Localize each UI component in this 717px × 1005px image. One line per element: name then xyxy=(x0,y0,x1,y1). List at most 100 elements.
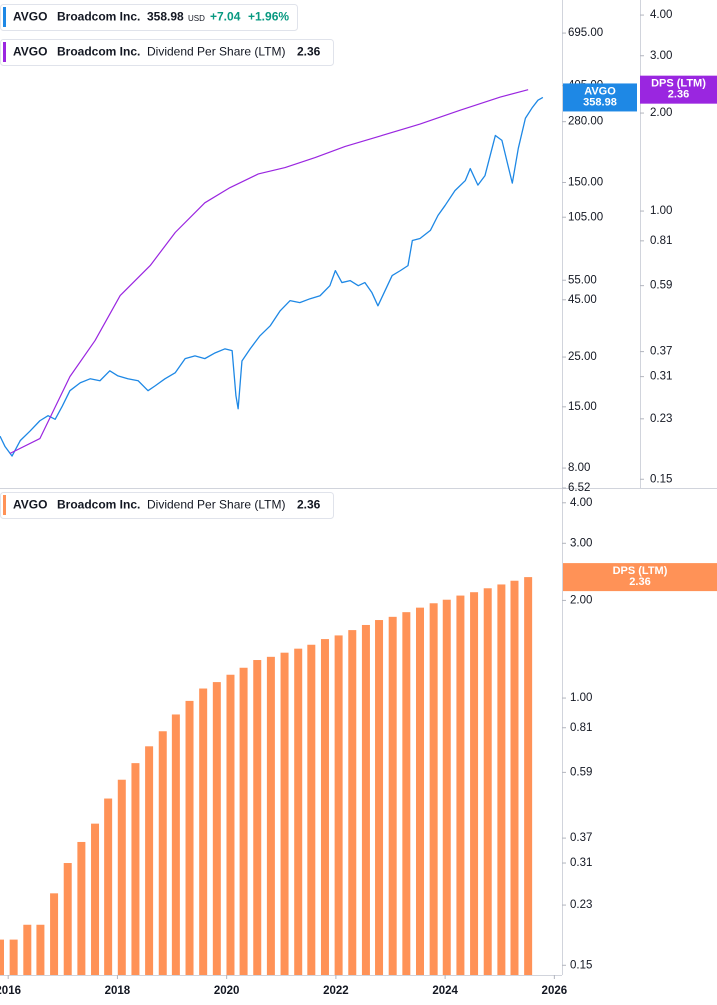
legend-description: Broadcom Inc. xyxy=(57,45,140,59)
legend-symbol: AVGO xyxy=(13,45,47,59)
price-tag xyxy=(563,563,717,592)
y-tick-label: 8.00 xyxy=(568,462,590,474)
bar xyxy=(510,580,519,975)
bar xyxy=(185,700,194,975)
y-tick-label: 4.00 xyxy=(570,497,592,509)
bar xyxy=(402,612,411,975)
y-tick-label: 0.59 xyxy=(570,766,592,778)
bar xyxy=(226,674,235,975)
bar xyxy=(131,763,140,975)
bar xyxy=(470,592,479,975)
y-tick-label: 0.23 xyxy=(650,413,672,425)
legend-swatch xyxy=(3,495,6,515)
legend-last: 2.36 xyxy=(297,498,321,512)
legend-price: AVGO Broadcom Inc. 358.98 USD +7.04 +1.9… xyxy=(0,4,298,31)
price-tag-label: DPS (LTM) xyxy=(613,565,668,577)
x-tick-label: 2016 xyxy=(0,985,21,997)
legend-box xyxy=(0,492,334,519)
y-tick-label: 0.15 xyxy=(650,473,672,485)
bar xyxy=(9,939,18,975)
y-tick-label: 0.59 xyxy=(650,280,672,292)
y-tick-label: 0.37 xyxy=(650,346,672,358)
dividend-pane xyxy=(0,577,533,975)
bar xyxy=(158,731,167,975)
bar xyxy=(415,607,424,975)
legend-name: Dividend Per Share (LTM) xyxy=(147,498,286,512)
bar xyxy=(253,660,262,975)
bar xyxy=(36,924,45,975)
legend-change: +7.04 xyxy=(210,10,241,24)
y-tick-label: 0.31 xyxy=(570,857,592,869)
legend-swatch xyxy=(3,42,6,62)
bar xyxy=(388,616,397,975)
x-tick-label: 2026 xyxy=(542,985,568,997)
y-tick-label: 2.00 xyxy=(570,594,592,606)
price-tag-label: 358.98 xyxy=(583,96,617,108)
y-tick-label: 4.00 xyxy=(650,9,672,21)
price-tag-label: DPS (LTM) xyxy=(651,78,706,90)
y-tick-label: 150.00 xyxy=(568,177,603,189)
bar xyxy=(348,630,357,975)
bar xyxy=(63,863,72,975)
bar xyxy=(212,682,221,975)
legend-dps-bars: AVGO Broadcom Inc. Dividend Per Share (L… xyxy=(0,492,334,519)
bar xyxy=(171,714,180,975)
price-tag xyxy=(563,83,637,112)
bar xyxy=(429,603,438,975)
price-tag xyxy=(640,75,717,104)
legend-symbol: AVGO xyxy=(13,10,47,24)
bar xyxy=(361,624,370,975)
y-tick-label: 6.52 xyxy=(568,482,590,494)
y-tick-label: 3.00 xyxy=(570,537,592,549)
legend-symbol: AVGO xyxy=(13,498,47,512)
bar xyxy=(0,939,4,975)
y-tick-label: 0.81 xyxy=(650,235,672,247)
legend-last: 358.98 xyxy=(147,10,184,24)
bar xyxy=(104,798,113,975)
bar xyxy=(239,667,248,975)
legend-swatch xyxy=(3,7,6,27)
legend-box xyxy=(0,4,298,31)
legend-name: Dividend Per Share (LTM) xyxy=(147,45,286,59)
bar xyxy=(375,620,384,975)
y-tick-label: 0.81 xyxy=(570,722,592,734)
y-tick-label: 1.00 xyxy=(570,692,592,704)
bar xyxy=(294,648,303,975)
bar xyxy=(497,584,506,975)
series-line xyxy=(0,96,544,457)
bar xyxy=(77,841,86,975)
y-tick-label: 0.23 xyxy=(570,899,592,911)
bar xyxy=(91,823,100,975)
bar xyxy=(307,644,316,975)
price-pane xyxy=(0,89,544,457)
bar xyxy=(50,893,59,975)
bar xyxy=(320,639,329,975)
legend-last: 2.36 xyxy=(297,45,321,59)
y-tick-label: 15.00 xyxy=(568,401,597,413)
bar xyxy=(456,595,465,975)
price-tag-label: 2.36 xyxy=(668,89,689,101)
legend-box xyxy=(0,39,334,66)
x-tick-label: 2022 xyxy=(323,985,349,997)
x-tick-label: 2018 xyxy=(105,985,131,997)
y-tick-label: 280.00 xyxy=(568,116,603,128)
y-tick-label: 2.00 xyxy=(650,107,672,119)
price-tag-label: 2.36 xyxy=(629,576,650,588)
y-tick-label: 0.31 xyxy=(650,371,672,383)
y-tick-label: 3.00 xyxy=(650,50,672,62)
series-line xyxy=(9,89,529,455)
bar xyxy=(23,924,32,975)
bar xyxy=(334,635,343,975)
y-tick-label: 0.15 xyxy=(570,959,592,971)
y-tick-label: 695.00 xyxy=(568,27,603,39)
bar xyxy=(199,688,208,975)
legend-description: Broadcom Inc. xyxy=(57,10,140,24)
y-tick-label: 0.37 xyxy=(570,832,592,844)
price-tag-label: AVGO xyxy=(584,85,616,97)
y-tick-label: 55.00 xyxy=(568,274,597,286)
bar xyxy=(145,746,154,975)
bar xyxy=(280,652,289,975)
bar xyxy=(483,588,492,975)
